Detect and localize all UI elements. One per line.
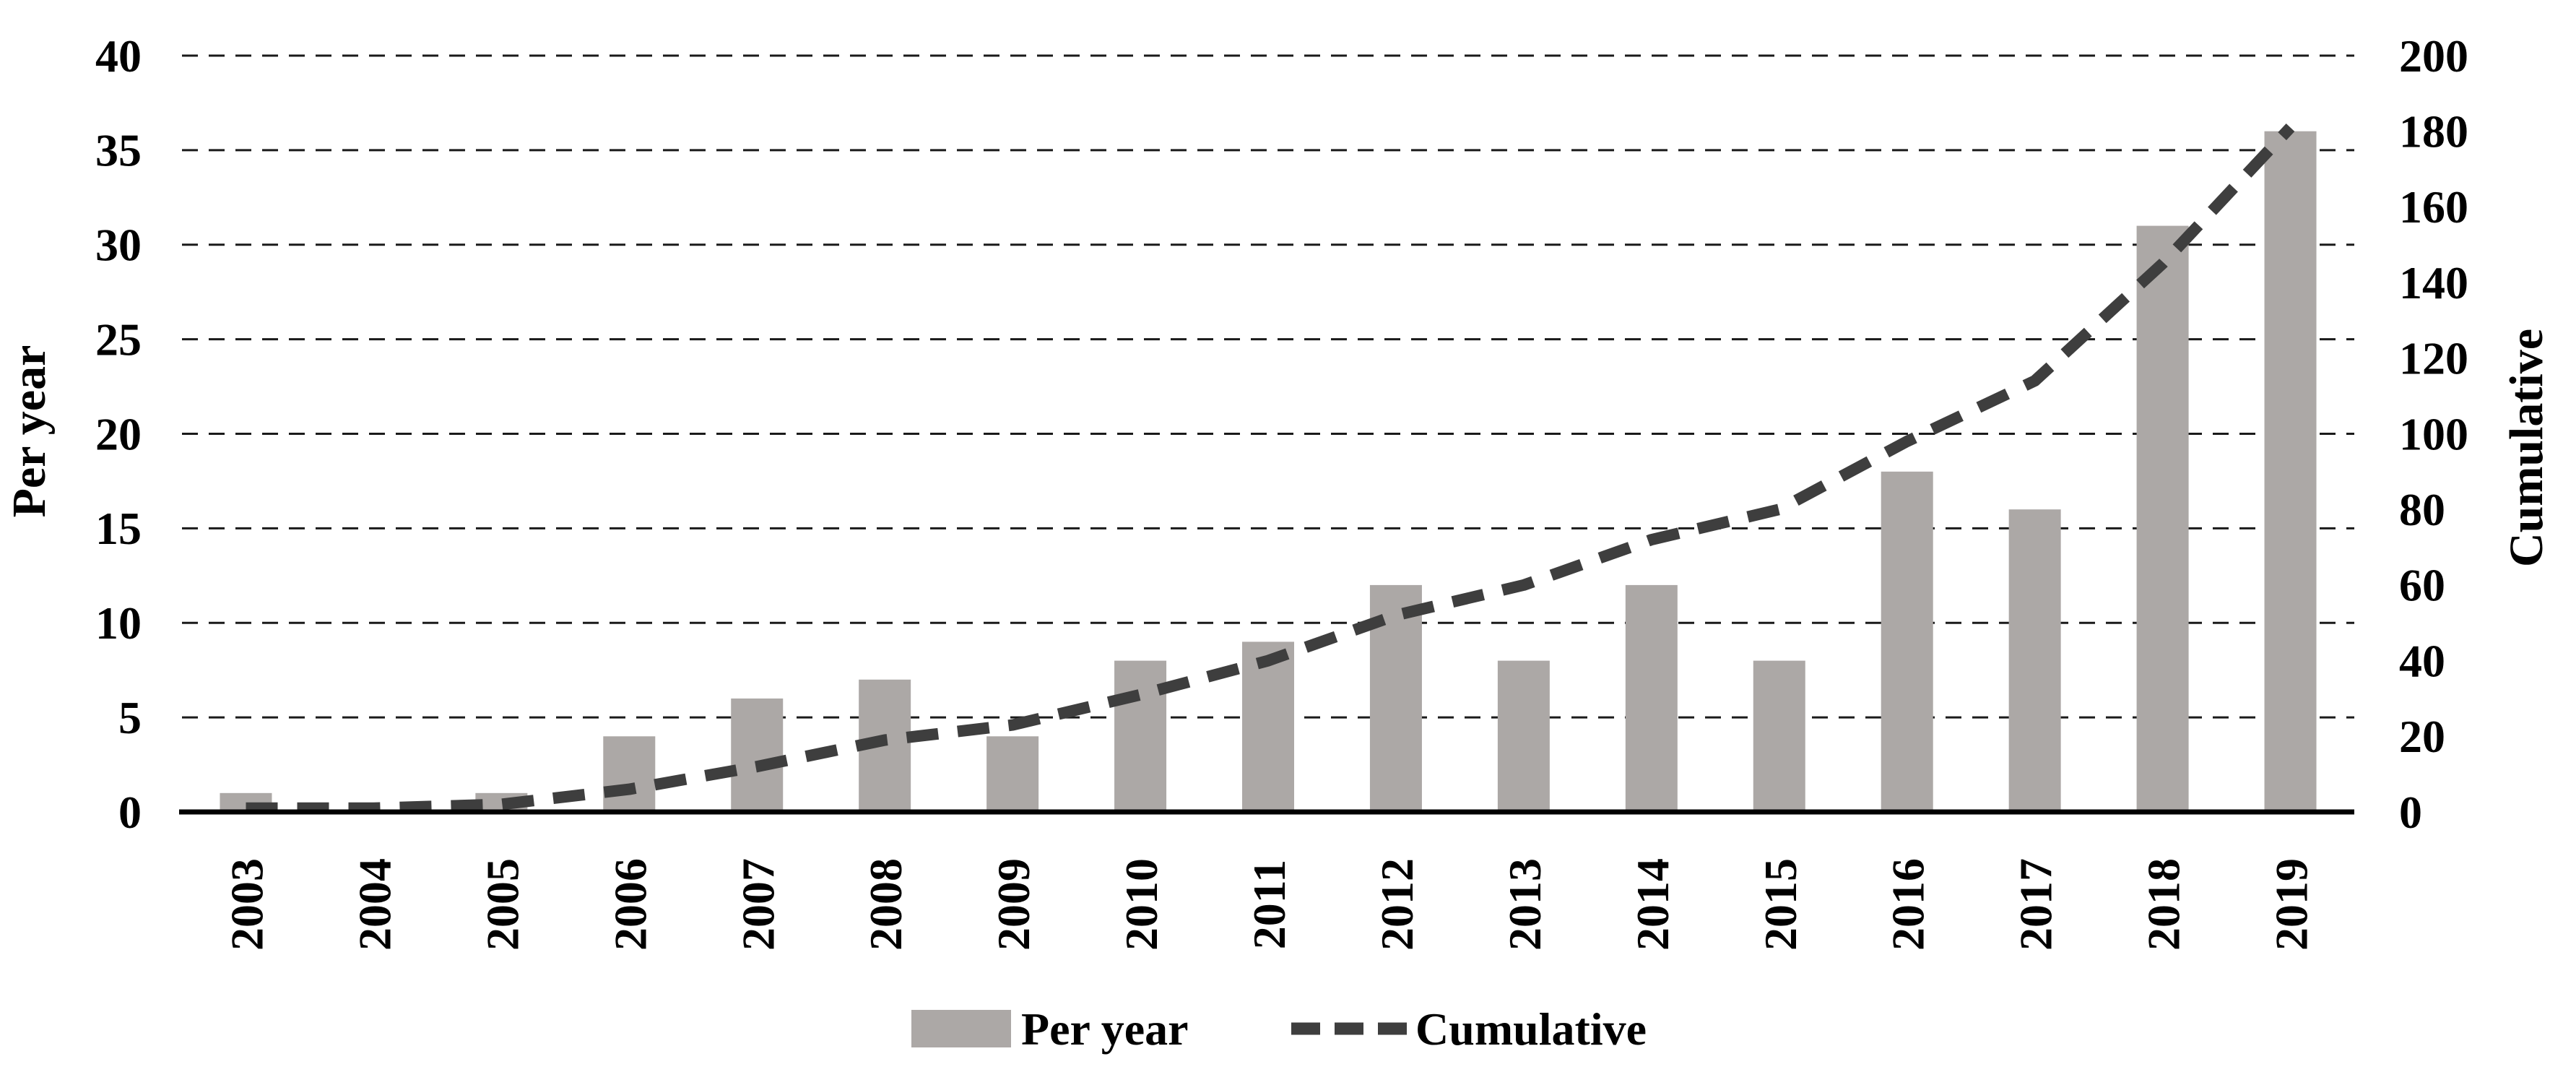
x-axis-label-2011: 2011 bbox=[1244, 860, 1295, 949]
bar-2017 bbox=[2008, 509, 2061, 812]
bar-2009 bbox=[986, 736, 1039, 812]
right-axis-title: Cumulative bbox=[2500, 329, 2553, 567]
left-axis-tick-0: 0 bbox=[118, 787, 142, 838]
x-axis-label-2016: 2016 bbox=[1883, 858, 1934, 951]
bar-2016 bbox=[1881, 471, 1933, 812]
right-axis-tick-0: 0 bbox=[2399, 787, 2422, 838]
x-axis-label-2018: 2018 bbox=[2138, 858, 2190, 951]
x-axis-label-2008: 2008 bbox=[860, 858, 911, 951]
left-axis-tick-30: 30 bbox=[95, 220, 142, 271]
x-axis-label-2003: 2003 bbox=[222, 858, 273, 951]
x-axis-label-2012: 2012 bbox=[1371, 858, 1423, 951]
left-axis-tick-10: 10 bbox=[95, 597, 142, 649]
bar-2006 bbox=[603, 736, 656, 812]
left-axis-tick-25: 25 bbox=[95, 314, 142, 365]
x-axis-label-2015: 2015 bbox=[1755, 858, 1806, 951]
legend-cumulative-label: Cumulative bbox=[1415, 1003, 1647, 1055]
bar-2013 bbox=[1497, 660, 1550, 812]
bar-2007 bbox=[731, 698, 784, 812]
bar-2015 bbox=[1753, 660, 1805, 812]
bar-2019 bbox=[2264, 131, 2317, 812]
left-axis-tick-20: 20 bbox=[95, 408, 142, 459]
x-axis-label-2004: 2004 bbox=[349, 858, 400, 951]
x-axis-label-2017: 2017 bbox=[2011, 858, 2062, 951]
left-axis-tick-15: 15 bbox=[95, 503, 142, 554]
right-axis-tick-20: 20 bbox=[2399, 711, 2445, 762]
left-axis-tick-40: 40 bbox=[95, 30, 142, 82]
left-axis-title: Per year bbox=[3, 345, 56, 518]
bar-2018 bbox=[2136, 225, 2189, 812]
x-axis-label-2007: 2007 bbox=[732, 858, 784, 951]
x-axis-label-2019: 2019 bbox=[2266, 858, 2317, 951]
right-axis-tick-180: 180 bbox=[2399, 105, 2468, 157]
right-axis-tick-80: 80 bbox=[2399, 484, 2445, 535]
x-axis-label-2005: 2005 bbox=[477, 858, 528, 951]
legend-per-year-swatch bbox=[911, 1010, 1011, 1047]
x-axis-label-2010: 2010 bbox=[1116, 858, 1167, 951]
x-axis-label-2014: 2014 bbox=[1627, 858, 1678, 951]
legend-per-year-label: Per year bbox=[1021, 1003, 1189, 1055]
right-axis-tick-60: 60 bbox=[2399, 560, 2445, 611]
bar-2014 bbox=[1625, 584, 1678, 812]
right-axis-tick-200: 200 bbox=[2399, 30, 2468, 82]
bar-2010 bbox=[1114, 660, 1167, 812]
right-axis-tick-160: 160 bbox=[2399, 181, 2468, 233]
x-axis-label-2013: 2013 bbox=[1499, 858, 1551, 951]
cumulative-line bbox=[246, 124, 2295, 814]
right-axis-tick-140: 140 bbox=[2399, 257, 2468, 308]
x-axis-label-2009: 2009 bbox=[988, 858, 1039, 951]
left-axis-tick-35: 35 bbox=[95, 125, 142, 176]
bar-2011 bbox=[1242, 641, 1294, 812]
left-axis-tick-5: 5 bbox=[118, 692, 142, 743]
right-axis-tick-40: 40 bbox=[2399, 635, 2445, 686]
right-axis-tick-100: 100 bbox=[2399, 408, 2468, 459]
right-axis-tick-120: 120 bbox=[2399, 333, 2468, 384]
x-axis-label-2006: 2006 bbox=[604, 858, 656, 951]
